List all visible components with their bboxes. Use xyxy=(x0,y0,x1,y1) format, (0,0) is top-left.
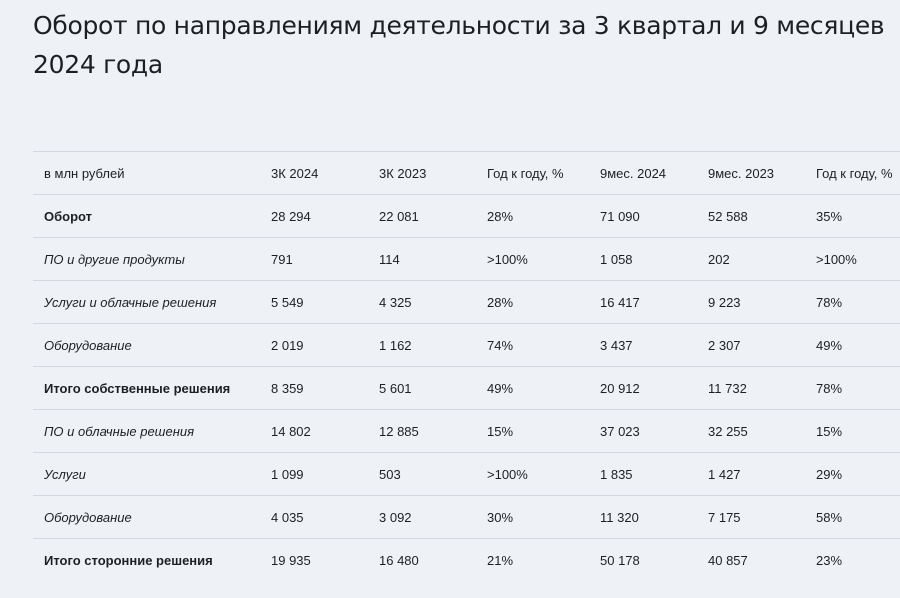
table-cell: 28% xyxy=(476,280,589,324)
row-label: Услуги и облачные решения xyxy=(33,280,260,324)
table-row: Оборот 28 294 22 081 28% 71 090 52 588 35% xyxy=(33,194,900,238)
column-header-units: в млн рублей xyxy=(33,151,260,195)
table-cell: 78% xyxy=(805,280,900,324)
table-cell: 1 099 xyxy=(260,452,368,496)
page-title: Оборот по направлениям деятельности за 3… xyxy=(33,11,885,79)
table-cell: 29% xyxy=(805,452,900,496)
table-cell: 20 912 xyxy=(589,366,697,410)
column-header: 3К 2024 xyxy=(260,151,368,195)
table-cell: 21% xyxy=(476,538,589,581)
table-cell: 58% xyxy=(805,495,900,539)
table-row: Услуги и облачные решения 5 549 4 325 28% 16… xyxy=(33,280,900,324)
table-cell: 3 092 xyxy=(368,495,476,539)
table-cell: 15% xyxy=(805,409,900,453)
table-cell: 32 255 xyxy=(697,409,805,453)
table-cell: 16 417 xyxy=(589,280,697,324)
table-cell: 11 320 xyxy=(589,495,697,539)
row-label: Оборудование xyxy=(33,495,260,539)
table-row: ПО и облачные решения 14 802 12 885 15% 37 0… xyxy=(33,409,900,453)
column-header: Год к году, % xyxy=(476,151,589,195)
row-label: ПО и другие продукты xyxy=(33,237,260,281)
column-header: Год к году, % xyxy=(805,151,900,195)
table-cell: 202 xyxy=(697,237,805,281)
table-cell: 4 035 xyxy=(260,495,368,539)
table-cell: >100% xyxy=(805,237,900,281)
table-body: Оборот 28 294 22 081 28% 71 090 52 588 35% ПО и… xyxy=(33,194,900,581)
table-cell: 22 081 xyxy=(368,194,476,238)
table-row: Услуги 1 099 503 >100% 1 835 1 427 29% xyxy=(33,452,900,496)
table-cell: 9 223 xyxy=(697,280,805,324)
table-cell: 503 xyxy=(368,452,476,496)
table-cell: 2 019 xyxy=(260,323,368,367)
table-cell: 28 294 xyxy=(260,194,368,238)
table-row: ПО и другие продукты 791 114 >100% 1 058 202 >… xyxy=(33,237,900,281)
table-cell: 1 162 xyxy=(368,323,476,367)
turnover-table-container: в млн рублей 3К 2024 3К 2023 Год к году, % 9… xyxy=(33,151,900,581)
table-cell: 791 xyxy=(260,237,368,281)
table-cell: 28% xyxy=(476,194,589,238)
table-cell: 19 935 xyxy=(260,538,368,581)
table-row: Оборудование 2 019 1 162 74% 3 437 2 307 49% xyxy=(33,323,900,367)
table-cell: 40 857 xyxy=(697,538,805,581)
table-cell: 74% xyxy=(476,323,589,367)
table-cell: 15% xyxy=(476,409,589,453)
table-cell: 2 307 xyxy=(697,323,805,367)
table-cell: 71 090 xyxy=(589,194,697,238)
row-label: ПО и облачные решения xyxy=(33,409,260,453)
table-cell: 7 175 xyxy=(697,495,805,539)
table-cell: >100% xyxy=(476,452,589,496)
table-cell: 114 xyxy=(368,237,476,281)
table-header-row: в млн рублей 3К 2024 3К 2023 Год к году, % 9… xyxy=(33,151,900,195)
table-row: Итого сторонние решения 19 935 16 480 21% 50… xyxy=(33,538,900,581)
table-cell: 1 835 xyxy=(589,452,697,496)
table-cell: 23% xyxy=(805,538,900,581)
table-cell: 35% xyxy=(805,194,900,238)
row-label: Итого сторонние решения xyxy=(33,538,260,581)
table-cell: 78% xyxy=(805,366,900,410)
row-label: Итого собственные решения xyxy=(33,366,260,410)
table-cell: 49% xyxy=(805,323,900,367)
row-label: Услуги xyxy=(33,452,260,496)
table-cell: 8 359 xyxy=(260,366,368,410)
table-cell: 3 437 xyxy=(589,323,697,367)
column-header: 3К 2023 xyxy=(368,151,476,195)
table-cell: 5 549 xyxy=(260,280,368,324)
row-label: Оборот xyxy=(33,194,260,238)
table-cell: 5 601 xyxy=(368,366,476,410)
table-row: Итого собственные решения 8 359 5 601 49% 20… xyxy=(33,366,900,410)
table-row: Оборудование 4 035 3 092 30% 11 320 7 175 58% xyxy=(33,495,900,539)
table-cell: 1 427 xyxy=(697,452,805,496)
table-header: в млн рублей 3К 2024 3К 2023 Год к году, % 9… xyxy=(33,151,900,195)
column-header: 9мес. 2023 xyxy=(697,151,805,195)
table-cell: 30% xyxy=(476,495,589,539)
table-cell: 4 325 xyxy=(368,280,476,324)
table-cell: 16 480 xyxy=(368,538,476,581)
table-cell: 11 732 xyxy=(697,366,805,410)
table-cell: 1 058 xyxy=(589,237,697,281)
table-cell: 12 885 xyxy=(368,409,476,453)
table-cell: >100% xyxy=(476,237,589,281)
column-header: 9мес. 2024 xyxy=(589,151,697,195)
row-label: Оборудование xyxy=(33,323,260,367)
table-cell: 50 178 xyxy=(589,538,697,581)
table-cell: 52 588 xyxy=(697,194,805,238)
table-cell: 14 802 xyxy=(260,409,368,453)
table-cell: 49% xyxy=(476,366,589,410)
turnover-table: в млн рублей 3К 2024 3К 2023 Год к году, % 9… xyxy=(33,151,900,581)
table-cell: 37 023 xyxy=(589,409,697,453)
